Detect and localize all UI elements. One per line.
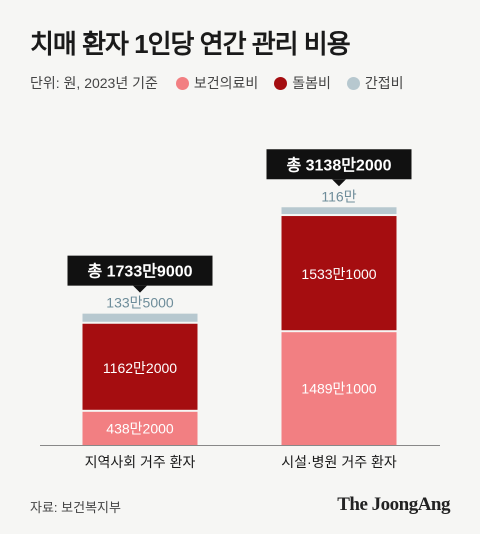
legend-label-care: 돌봄비 [292,75,331,91]
bar-segment-1-2 [281,207,397,215]
bar-segment-1-1 [281,216,397,331]
legend-swatch-health [175,76,189,90]
legend-item-care: 돌봄비 [274,73,331,93]
data-label-0-1: 1162만2000 [103,360,177,376]
data-label-0-0: 438만2000 [106,420,174,436]
legend-item-health: 보건의료비 [175,73,259,93]
category-label-1: 시설·병원 거주 환자 [281,454,397,470]
bar-segment-0-1 [82,323,198,410]
data-label-0-2: 133만5000 [106,295,174,311]
data-label-1-0: 1489만1000 [301,381,376,397]
bar-segment-0-2 [82,313,198,322]
legend-swatch-care [274,76,288,90]
total-callout-pointer-0 [133,285,147,293]
source-note: 자료: 보건복지부 [30,500,121,515]
brand-logo: The JoongAng [337,494,450,515]
total-callout-pointer-1 [332,179,346,187]
bar-segment-0-0 [82,411,198,445]
chart-title: 치매 환자 1인당 연간 관리 비용 [30,29,351,59]
bar-segment-1-0 [281,332,397,445]
legend-swatch-indirect [346,76,360,90]
data-label-1-1: 1533만1000 [301,266,376,282]
total-callout-box-0 [67,255,213,286]
legend-item-indirect: 간접비 [346,73,404,93]
legend-label-indirect: 간접비 [364,75,404,91]
data-label-1-2: 116만 [321,188,356,204]
total-label-1: 총 3138만2000 [286,156,391,174]
legend: 단위: 원, 2023년 기준 보건의료비 돌봄비 간접비 [30,73,420,93]
total-callout-box-1 [266,149,412,180]
total-label-0: 총 1733만9000 [87,263,192,281]
category-label-0: 지역사회 거주 환자 [85,454,196,470]
legend-label-health: 보건의료비 [193,75,259,91]
unit-label: 단위: 원, 2023년 기준 [30,75,158,91]
